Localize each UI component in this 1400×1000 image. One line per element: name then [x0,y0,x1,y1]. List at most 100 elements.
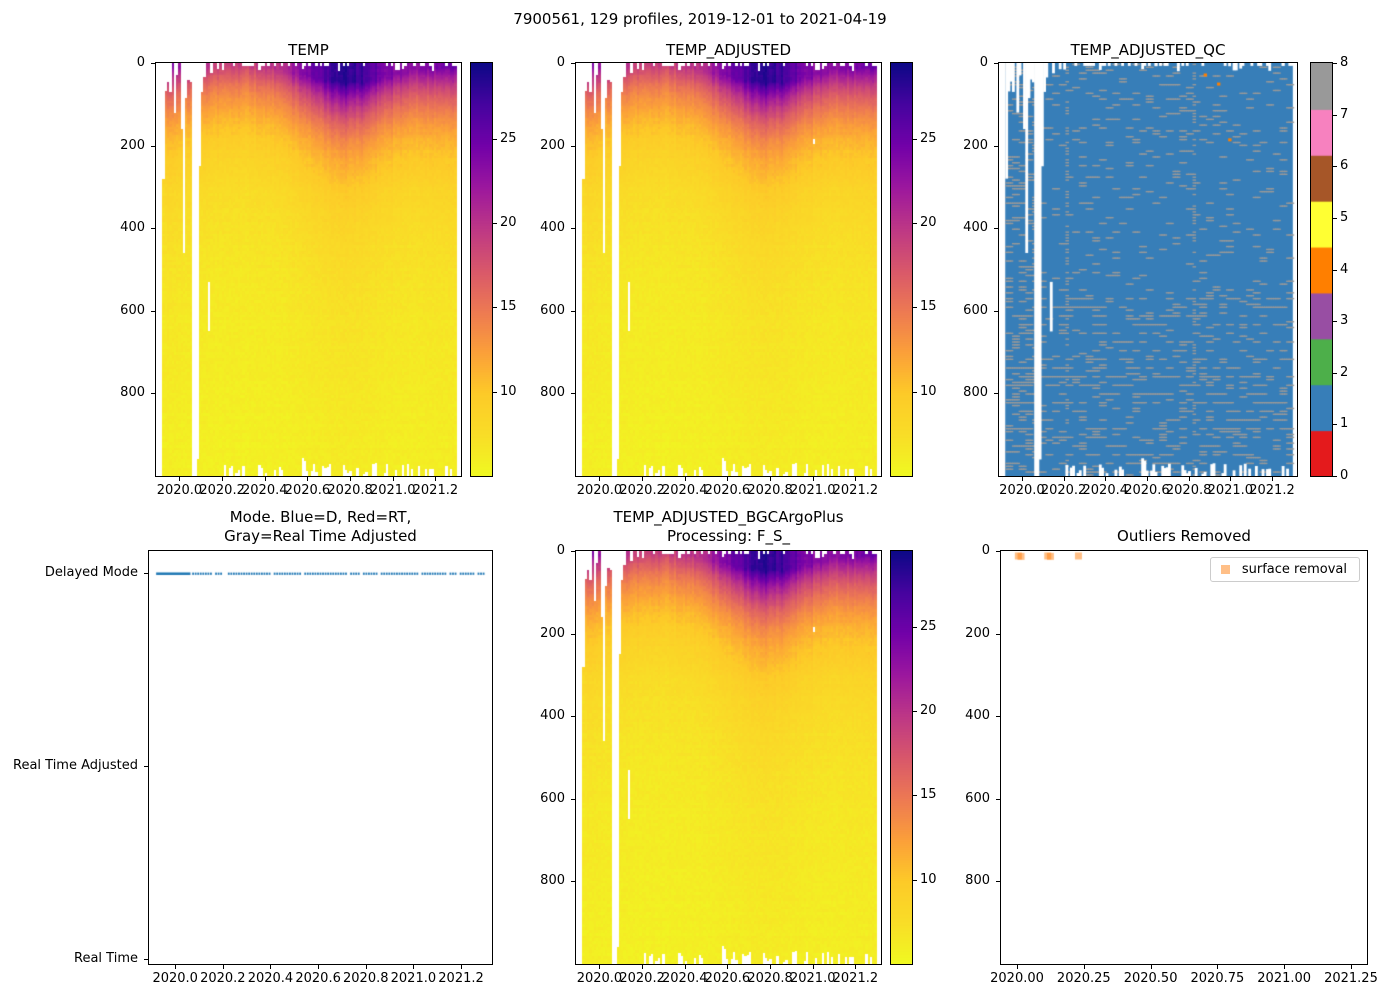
y-tick-label: 600 [965,790,990,806]
outliers-legend: surface removal [1209,557,1360,582]
y-tick-label: Real Time Adjusted [13,757,138,773]
x-tick-label: 2020.50 [1123,971,1178,986]
x-tick-label: 2020.6 [704,483,751,498]
x-tick-mark [307,477,309,481]
y-tick-mark [151,393,155,395]
figure-suptitle: 7900561, 129 profiles, 2019-12-01 to 202… [513,10,887,28]
colorbar-tick-label: 5 [1340,209,1349,225]
colorbar-tick-mark [913,307,917,309]
x-tick-label: 2021.0 [789,971,836,986]
x-tick-label: 2021.0 [390,971,437,986]
x-tick-mark [1146,477,1148,481]
y-tick-mark [571,310,575,312]
colorbar-tick-mark [913,795,917,797]
temp-adjusted-qc-canvas [999,63,1297,476]
x-tick-mark [599,965,601,969]
x-tick-mark [1230,477,1232,481]
colorbar-tick-label: 1 [1340,416,1349,432]
colorbar-tick-mark [913,138,917,140]
colorbar-tick-mark [493,391,497,393]
x-tick-label: 2021.2 [438,971,484,986]
colorbar-tick-label: 10 [920,871,937,887]
y-tick-label: 0 [556,543,565,558]
temp-title: TEMP [288,41,329,59]
temp-adjusted-qc-heatmap [998,62,1298,477]
y-tick-mark [151,228,155,230]
y-tick-mark [571,393,575,395]
outliers-title: Outliers Removed [1117,527,1251,545]
x-tick-label: 2021.0 [789,483,836,498]
colorbar-tick-label: 20 [920,215,937,231]
colorbar-tick-label: 20 [500,215,517,231]
x-tick-label: 2021.2 [832,971,879,986]
y-tick-label: 0 [136,55,145,70]
x-tick-label: 2020.8 [747,483,793,498]
colorbar-tick-label: 10 [920,383,937,399]
y-tick-mark [996,716,1000,718]
x-tick-mark [642,477,644,481]
y-tick-label: 0 [981,543,990,558]
y-tick-mark [144,958,148,960]
x-tick-mark [1217,965,1219,969]
y-tick-mark [996,633,1000,635]
x-tick-label: 2020.8 [747,971,793,986]
colorbar-tick-label: 15 [920,299,937,315]
x-tick-mark [318,965,320,969]
y-tick-mark [571,145,575,147]
x-tick-label: 2020.0 [576,971,623,986]
y-tick-mark [996,551,1000,552]
y-tick-label: 800 [120,385,145,401]
x-tick-mark [1271,477,1273,481]
colorbar-tick-label: 7 [1340,106,1349,122]
x-tick-label: 2020.8 [1165,483,1212,498]
x-tick-label: 2020.4 [662,483,708,498]
y-tick-mark [571,798,575,800]
x-tick-mark [413,965,415,969]
y-tick-label: 800 [540,385,565,401]
x-tick-mark [264,477,266,481]
y-tick-mark [571,716,575,718]
y-tick-mark [151,145,155,147]
x-tick-label: 2020.2 [199,483,245,498]
colorbar-tick-label: 25 [920,130,937,146]
y-tick-label: 400 [540,708,565,724]
temp-adjusted-colorbar [890,62,913,477]
x-tick-label: 2020.2 [200,971,246,986]
qc-colorbar-canvas [1311,63,1332,476]
y-tick-label: 200 [965,625,990,641]
colorbar-tick-mark [913,711,917,713]
y-tick-mark [571,633,575,635]
x-tick-mark [350,477,352,481]
x-tick-label: 2021.0 [369,483,416,498]
colorbar-tick-label: 25 [920,618,937,634]
colorbar-tick-mark [1333,424,1337,426]
y-tick-label: Real Time [74,950,138,966]
x-tick-label: 2020.6 [1124,483,1170,498]
x-tick-mark [222,965,224,969]
colorbar-tick-mark [493,307,497,309]
x-tick-label: 2020.8 [343,971,389,986]
x-tick-label: 2020.4 [1082,483,1129,498]
x-tick-mark [270,965,272,969]
y-tick-label: 400 [965,708,990,724]
x-tick-label: 2020.4 [247,971,294,986]
y-tick-mark [996,881,1000,883]
x-tick-label: 2020.2 [1040,483,1087,498]
x-tick-label: 2021.2 [412,483,459,498]
x-tick-label: 2021.00 [1257,971,1312,986]
qc-colorbar [1310,62,1333,477]
x-tick-label: 2021.0 [1207,483,1254,498]
x-tick-label: 2020.00 [990,971,1044,986]
x-tick-mark [855,477,857,481]
colorbar-tick-mark [1333,321,1337,323]
colorbar-tick-mark [493,138,497,140]
x-tick-mark [175,965,177,969]
colorbar-tick-label: 20 [920,703,937,719]
colorbar-tick-label: 15 [500,299,517,315]
y-tick-mark [571,551,575,552]
colorbar-tick-label: 10 [500,383,517,399]
colorbar-tick-mark [1333,114,1337,116]
y-tick-mark [994,310,998,312]
mode-plot-canvas [149,551,492,964]
